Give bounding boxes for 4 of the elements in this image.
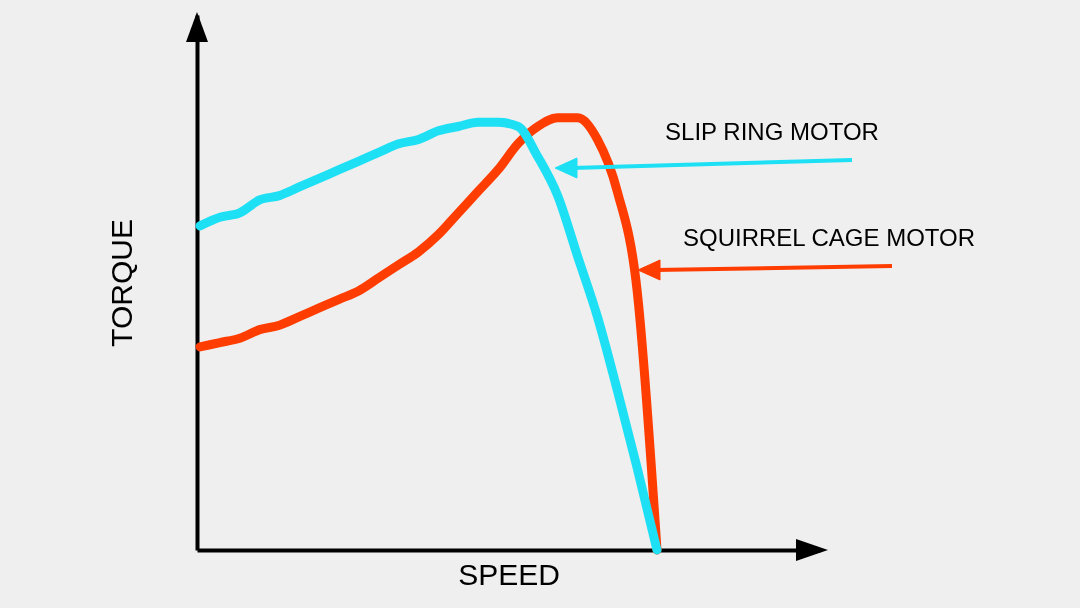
text: SLIP RING MOTOR — [665, 118, 879, 145]
x-axis-title: SPEED — [458, 557, 560, 591]
y-axis-title: TORQUE — [104, 219, 138, 347]
text: SQUIRREL CAGE MOTOR — [682, 224, 976, 251]
